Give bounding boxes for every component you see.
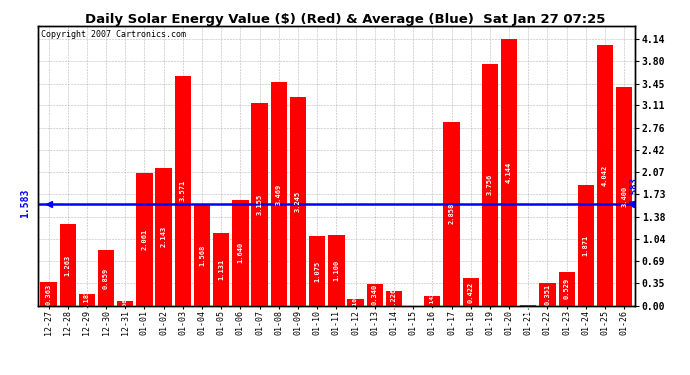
- Text: 0.226: 0.226: [391, 288, 397, 309]
- Bar: [386, 291, 402, 306]
- Text: Copyright 2007 Cartronics.com: Copyright 2007 Cartronics.com: [41, 30, 186, 39]
- Text: 1.131: 1.131: [218, 259, 224, 280]
- Bar: [117, 301, 133, 306]
- Bar: [558, 272, 575, 306]
- Bar: [578, 185, 594, 306]
- Text: 0.340: 0.340: [372, 284, 377, 305]
- Bar: [444, 122, 460, 306]
- Bar: [309, 236, 326, 306]
- Bar: [233, 200, 248, 306]
- Bar: [98, 251, 115, 306]
- Bar: [251, 102, 268, 306]
- Bar: [347, 299, 364, 306]
- Text: 4.144: 4.144: [506, 162, 512, 183]
- Bar: [328, 235, 344, 306]
- Text: 3.400: 3.400: [621, 186, 627, 207]
- Bar: [501, 39, 518, 306]
- Text: 2.143: 2.143: [161, 226, 167, 247]
- Text: 0.185: 0.185: [84, 289, 90, 310]
- Text: 1.568: 1.568: [199, 244, 205, 266]
- Text: 4.042: 4.042: [602, 165, 608, 186]
- Text: 1.871: 1.871: [583, 235, 589, 256]
- Text: 0.529: 0.529: [564, 278, 570, 299]
- Text: 1.263: 1.263: [65, 254, 70, 276]
- Bar: [366, 284, 383, 306]
- Bar: [194, 205, 210, 306]
- Text: Daily Solar Energy Value ($) (Red) & Average (Blue)  Sat Jan 27 07:25: Daily Solar Energy Value ($) (Red) & Ave…: [85, 13, 605, 26]
- Text: 1.583: 1.583: [629, 177, 638, 204]
- Bar: [175, 76, 191, 306]
- Text: 0.422: 0.422: [468, 281, 474, 303]
- Bar: [520, 305, 536, 306]
- Text: 2.858: 2.858: [448, 203, 455, 224]
- Text: 0.351: 0.351: [544, 284, 551, 305]
- Bar: [597, 45, 613, 306]
- Text: 1.075: 1.075: [314, 260, 320, 282]
- Text: 3.245: 3.245: [295, 190, 301, 212]
- Text: 3.469: 3.469: [276, 183, 282, 205]
- Text: 3.756: 3.756: [487, 174, 493, 195]
- Bar: [290, 97, 306, 306]
- Bar: [540, 283, 555, 306]
- Text: 1.100: 1.100: [333, 260, 339, 281]
- Bar: [424, 296, 440, 306]
- Text: 0.143: 0.143: [430, 292, 435, 310]
- Text: 0.363: 0.363: [46, 284, 52, 304]
- Text: 0.106: 0.106: [353, 293, 358, 312]
- Bar: [270, 82, 287, 306]
- Bar: [482, 64, 498, 306]
- Text: 0.068: 0.068: [123, 294, 128, 313]
- Text: 0.014: 0.014: [526, 296, 531, 315]
- Text: 1.583: 1.583: [21, 189, 30, 218]
- Bar: [79, 294, 95, 306]
- Text: 3.571: 3.571: [180, 180, 186, 201]
- Text: 2.061: 2.061: [141, 229, 148, 250]
- Bar: [462, 279, 479, 306]
- Text: 3.155: 3.155: [257, 194, 263, 215]
- Bar: [616, 87, 633, 306]
- Bar: [40, 282, 57, 306]
- Bar: [59, 224, 76, 306]
- Text: 0.859: 0.859: [103, 267, 109, 289]
- Bar: [213, 233, 229, 306]
- Bar: [155, 168, 172, 306]
- Bar: [137, 173, 152, 306]
- Text: 1.640: 1.640: [237, 242, 244, 264]
